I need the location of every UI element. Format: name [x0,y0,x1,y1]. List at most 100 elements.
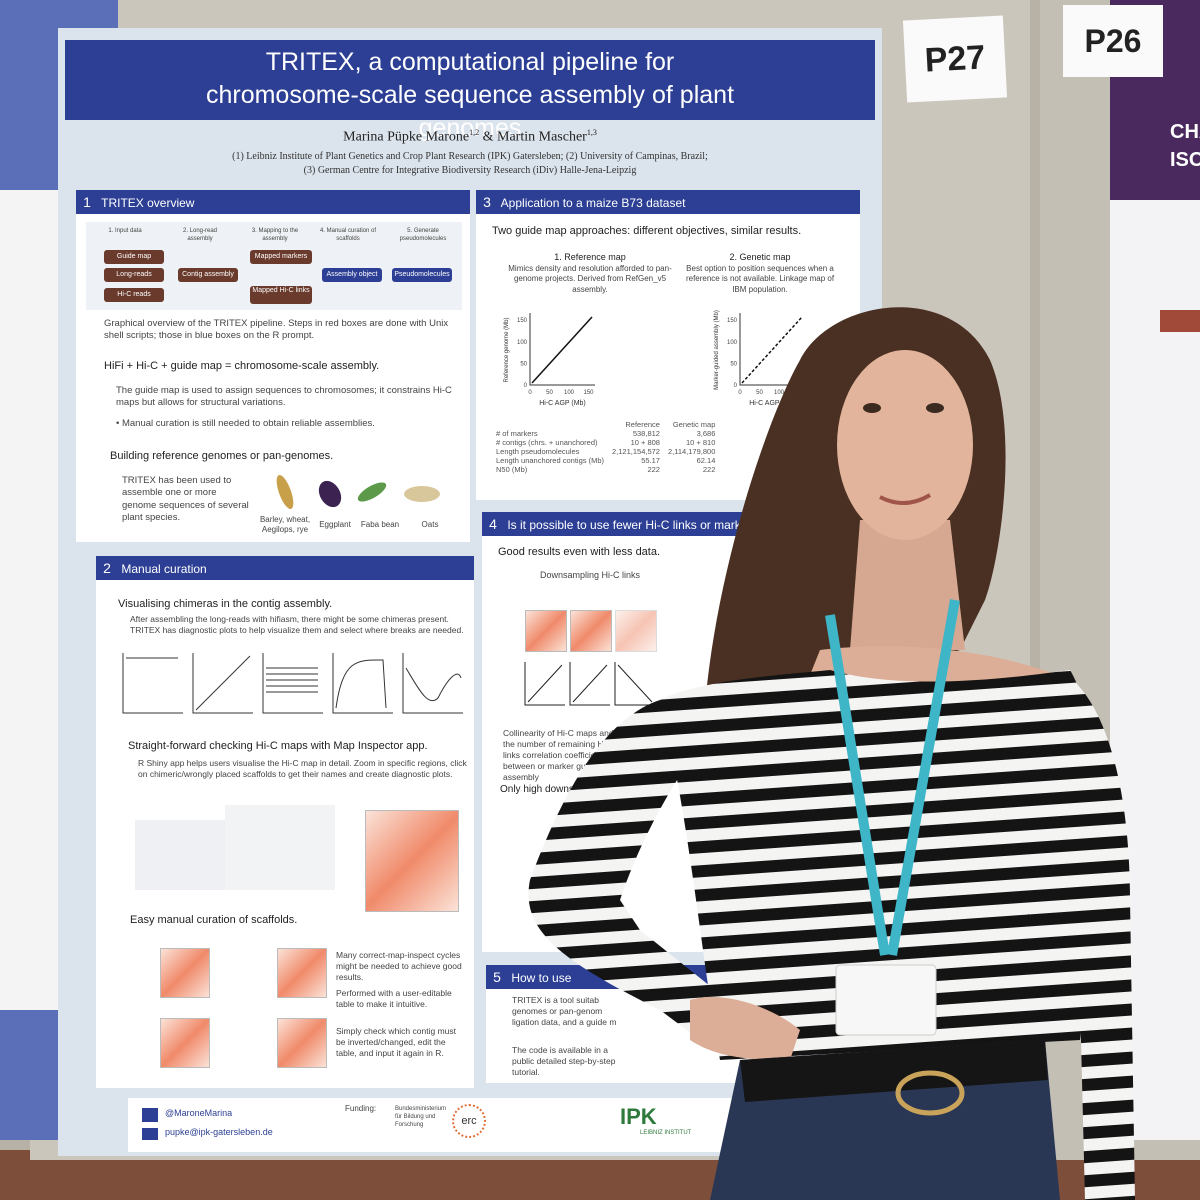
left-arm [528,700,715,1040]
tick-label: 50 [730,361,737,367]
buckle [895,1070,965,1116]
face [837,350,973,540]
collinearity-plots: Reference genome (Mb) Hi-C AGP (Mb) 0 0 50 50… [490,305,850,420]
paragraph: Performed with a user-editable table to … [336,988,452,1010]
hic-heatmap [277,948,327,998]
pipeline-box: Mapped Hi-C links [250,286,312,304]
email: pupke@ipk-gatersleben.de [165,1127,273,1137]
table-cell: Length pseudomolecules [496,447,580,456]
paragraph: Simply check which contig must be invert… [336,1026,456,1059]
section-heading: 4 Is it possible to use fewer Hi-C links… [482,512,782,536]
right-arm [1060,670,1135,1200]
table-row: # of markers 538,812 3,686 [492,429,719,438]
eye [926,403,944,413]
tick-label: 0 [734,383,738,389]
table-cell: 222 [647,465,660,474]
badge [835,964,937,1036]
authors: Marina Püpke Marone1,2 & Martin Mascher1… [65,128,875,146]
tick-label: 50 [546,390,553,396]
pipeline-box: Long-reads [104,268,164,282]
hic-heatmap [365,810,459,912]
stats-table: Reference Genetic map # of markers 538,812 3… [492,420,719,474]
axis-label: Hi-C AGP (Mb) [749,400,796,407]
table-cell: Genetic map [672,420,716,429]
step-label: 4. Manual curation of scaffolds [319,228,377,242]
crop-label: Barley, wheat, Aegilops, rye [259,515,311,535]
subheading: Visualising chimeras in the contig assem… [118,598,333,610]
map-text: Mimics density and resolution afforded t… [508,264,672,294]
pipeline-box: Mapped markers [250,250,312,264]
plot-axes [529,313,595,386]
table-cell: 10 + 810 [685,438,716,447]
mouth [879,493,932,505]
funding-label: Funding: [345,1104,377,1113]
section-heading: 1 TRITEX overview [76,190,470,214]
table-row: Reference Genetic map [492,420,719,429]
table-cell: Reference [625,420,660,429]
section-title: Manual curation [121,562,207,576]
hic-heatmap [525,610,567,652]
table-row: N50 (Mb) 222 222 [492,465,719,474]
step-label: 2. Long-read assembly [182,228,218,242]
step-label: 3. Mapping to the assembly [251,228,299,242]
collinearity-plots [524,662,655,706]
funder: Bundesministerium für Bildung und Forsch… [395,1106,447,1128]
author-affil: 1,2 [469,128,480,137]
neighbor-title: CHA ISOL [1170,118,1200,174]
subheading: Only high downsam [500,784,588,795]
logo: IPK [620,1104,657,1129]
section-number: 2 [103,560,111,576]
left-poster-panel [0,190,68,1010]
paragraph: Collinearity of Hi-C maps and the number… [503,728,615,783]
tick-label: 100 [517,340,528,346]
step-label: 5. Generate pseudomolecules [399,228,447,242]
section-number: 4 [489,516,497,532]
table-cell: 222 [702,465,716,474]
author-affil: 1,3 [586,128,597,137]
twitter-handle: @MaroneMarina [165,1108,233,1118]
axis-label: Reference genome (Mb) [504,317,510,382]
app-screenshot [225,805,335,890]
section-heading: 2 Manual curation [96,556,474,580]
crop-label: Faba bean [360,520,400,529]
neighbor-title-line: CHA [1170,121,1200,143]
author-joiner: & [482,129,494,145]
bullet-text: Manual curation is still needed to obtai… [121,418,375,429]
poster-title-text: TRITEX, a computational pipeline for chr… [205,48,735,142]
lanyard [825,599,960,956]
map-name: 2. Genetic map [729,252,791,262]
tick-label: 50 [756,390,763,396]
funder: erc [452,1104,486,1138]
section-title: TRITEX overview [101,196,195,210]
step-label: 1. Input data [108,228,142,234]
table-cell: 10 + 808 [630,438,660,447]
eye [863,403,881,413]
hand [690,996,800,1060]
crop-label: Eggplant [319,520,351,529]
section-title: Is it possible to use fewer Hi-C links o… [507,518,765,532]
striped-top [660,670,1097,1060]
tick-label: 100 [564,390,575,396]
pipeline-box: Pseudomolecules [392,268,452,282]
diagnostic-plots [122,653,463,714]
pipeline-box: Guide map [104,250,164,264]
pipeline-box: Assembly object [322,268,382,282]
axis-label: Hi-C AGP (Mb) [539,400,586,407]
neighbor-title-line: ISOL [1170,149,1200,171]
table-cell: 538,812 [632,429,660,438]
tick-label: 150 [583,390,594,396]
affiliation: (3) German Centre for Integrative Biodiv… [303,165,637,176]
hic-heatmap [277,1018,327,1068]
section-number: 3 [483,194,491,210]
tick-label: 150 [517,318,528,324]
table-cell: 62.14 [696,456,716,465]
belt [740,1040,1048,1102]
twitter-icon [142,1108,158,1122]
caption: Graphical overview of the TRITEX pipelin… [104,318,449,342]
table-row: # contigs (chrs. + unanchored) 10 + 808 10… [492,438,719,447]
table-row: Length pseudomolecules 2,121,154,572 2,114… [492,447,719,456]
section-title: Application to a maize B73 dataset [500,196,686,210]
table-row: Length unanchored contigs (Mb) 55.17 62.14 [492,456,719,465]
